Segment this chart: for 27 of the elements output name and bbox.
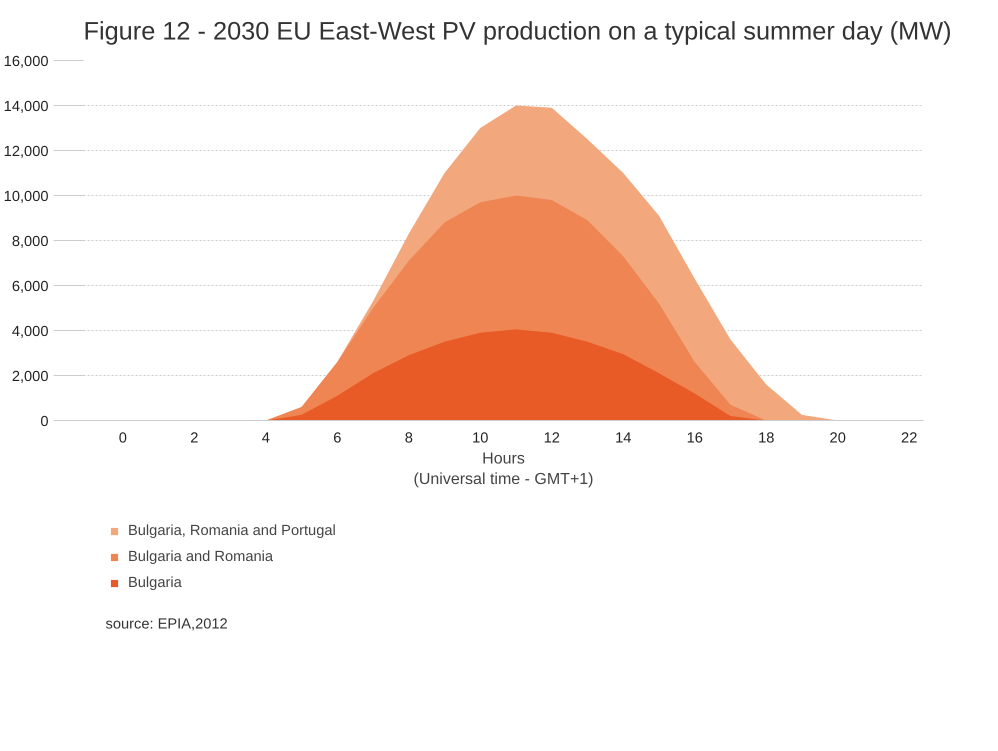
- y-tick-label: 6,000: [12, 279, 49, 295]
- y-tick-label: 2,000: [12, 369, 49, 385]
- x-tick-label: 18: [758, 430, 774, 446]
- chart-title: Figure 12 - 2030 EU East-West PV production on a typical summer day (MW): [84, 18, 952, 46]
- y-tick-label: 0: [40, 414, 49, 430]
- x-tick-label: 16: [686, 430, 703, 446]
- y-tick-label: 8,000: [12, 234, 49, 250]
- x-tick-label: 12: [544, 430, 560, 446]
- x-axis-title: Hours (Universal time - GMT+1): [413, 450, 594, 488]
- x-tick-label: 4: [262, 430, 270, 446]
- x-tick-label: 20: [830, 430, 846, 446]
- x-tick-label: 8: [404, 430, 413, 446]
- source-note: source: EPIA,2012: [106, 616, 228, 632]
- legend-label: Bulgaria, Romania and Portugal: [128, 523, 336, 539]
- x-tick-label: 22: [901, 430, 918, 446]
- y-tick-label: 16,000: [4, 54, 48, 70]
- x-tick-label: 10: [472, 430, 488, 446]
- legend-label: Bulgaria and Romania: [128, 549, 274, 565]
- y-tick-label: 4,000: [12, 324, 49, 340]
- y-tick-label: 12,000: [4, 144, 48, 160]
- y-tick-label: 14,000: [4, 99, 48, 115]
- legend-label: Bulgaria: [128, 575, 182, 591]
- x-tick-label: 0: [118, 430, 127, 446]
- x-tick-label: 14: [615, 430, 632, 446]
- x-tick-label: 2: [190, 430, 198, 446]
- y-tick-label: 10,000: [4, 189, 48, 205]
- x-tick-label: 6: [333, 430, 342, 446]
